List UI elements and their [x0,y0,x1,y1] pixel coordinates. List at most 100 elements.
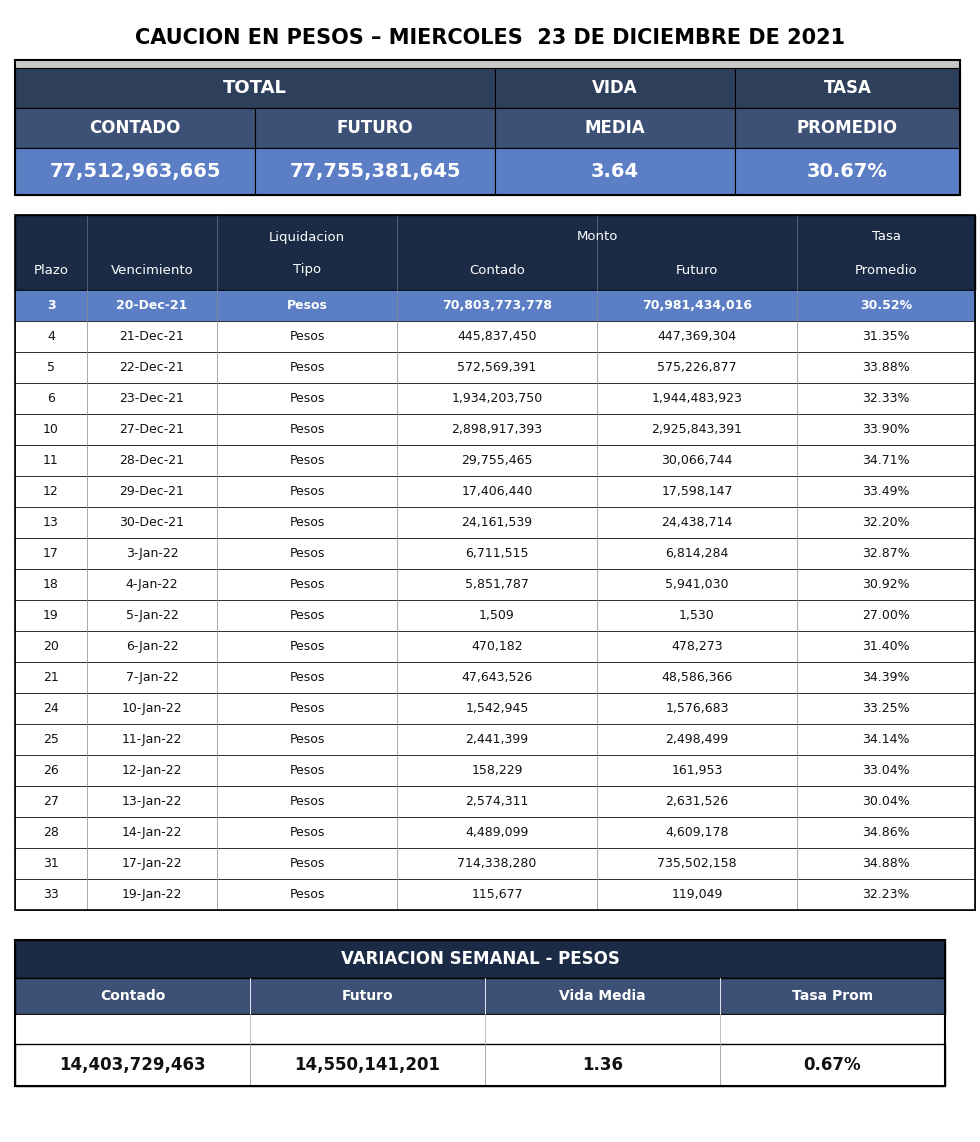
Text: 714,338,280: 714,338,280 [458,856,537,870]
Text: MEDIA: MEDIA [585,119,645,137]
Text: VARIACION SEMANAL - PESOS: VARIACION SEMANAL - PESOS [341,950,619,968]
Text: Plazo: Plazo [33,264,69,276]
Bar [15,1014,945,1044]
Text: 13: 13 [43,516,59,529]
Text: 29,755,465: 29,755,465 [462,455,533,467]
Text: Pesos: Pesos [289,795,324,809]
Text: 5,851,787: 5,851,787 [466,578,529,592]
Text: 30.04%: 30.04% [862,795,909,809]
Text: Vencimiento: Vencimiento [111,264,193,276]
Text: CAUCION EN PESOS – MIERCOLES  23 DE DICIEMBRE DE 2021: CAUCION EN PESOS – MIERCOLES 23 DE DICIE… [135,29,845,48]
Text: Pesos: Pesos [289,455,324,467]
Text: Pesos: Pesos [289,578,324,592]
Text: 33.90%: 33.90% [862,423,909,436]
Text: 5: 5 [47,361,55,373]
Text: 575,226,877: 575,226,877 [658,361,737,373]
Bar [15,61,960,69]
Text: 32.87%: 32.87% [862,547,909,560]
Bar [15,693,975,724]
Text: 3-Jan-22: 3-Jan-22 [125,547,178,560]
Text: 3.64: 3.64 [591,162,639,180]
Text: Pesos: Pesos [289,671,324,684]
Text: CONTADO: CONTADO [89,119,180,137]
Bar [15,321,975,352]
Text: 572,569,391: 572,569,391 [458,361,537,373]
Bar [15,978,945,1014]
Text: 2,441,399: 2,441,399 [466,733,528,746]
Text: Pesos: Pesos [289,330,324,343]
Text: 28: 28 [43,826,59,839]
Text: 27: 27 [43,795,59,809]
Text: Liquidacion: Liquidacion [269,231,345,243]
Text: 77,512,963,665: 77,512,963,665 [49,162,220,180]
Text: 2,925,843,391: 2,925,843,391 [652,423,743,436]
Bar [15,849,975,879]
Text: 30.52%: 30.52% [859,299,912,312]
Text: Pesos: Pesos [289,361,324,373]
Bar [15,755,975,786]
Text: Promedio: Promedio [855,264,917,276]
Bar [735,108,960,148]
Text: Pesos: Pesos [289,423,324,436]
Text: 470,182: 470,182 [471,640,522,653]
Text: 4,489,099: 4,489,099 [466,826,528,839]
Text: 48,586,366: 48,586,366 [662,671,733,684]
Bar [255,148,495,195]
Text: 26: 26 [43,764,59,777]
Text: 161,953: 161,953 [671,764,722,777]
Text: 70,981,434,016: 70,981,434,016 [642,299,752,312]
Text: 33.88%: 33.88% [862,361,909,373]
Bar [15,786,975,817]
Text: Pesos: Pesos [289,764,324,777]
Text: 19-Jan-22: 19-Jan-22 [122,888,182,901]
Text: 23-Dec-21: 23-Dec-21 [120,392,184,405]
Bar [15,215,975,910]
Text: 735,502,158: 735,502,158 [658,856,737,870]
Text: Pesos: Pesos [289,733,324,746]
Text: 32.33%: 32.33% [862,392,909,405]
Text: PROMEDIO: PROMEDIO [797,119,898,137]
Text: 5,941,030: 5,941,030 [665,578,729,592]
Text: 14,550,141,201: 14,550,141,201 [295,1056,440,1073]
Text: 115,677: 115,677 [471,888,522,901]
Bar [15,215,975,290]
Text: 22-Dec-21: 22-Dec-21 [120,361,184,373]
Bar [15,940,945,1086]
Text: 47,643,526: 47,643,526 [462,671,532,684]
Text: 1,509: 1,509 [479,609,514,622]
Text: Pesos: Pesos [289,702,324,715]
Text: Vida Media: Vida Media [560,989,646,1003]
Bar [495,69,735,108]
Text: 158,229: 158,229 [471,764,522,777]
Bar [15,290,975,321]
Bar [15,724,975,755]
Text: 33.25%: 33.25% [862,702,909,715]
Bar [15,940,945,978]
Text: Contado: Contado [100,989,166,1003]
Text: 12: 12 [43,485,59,498]
Text: Pesos: Pesos [289,609,324,622]
Text: 14,403,729,463: 14,403,729,463 [59,1056,206,1073]
Text: 32.20%: 32.20% [862,516,909,529]
Text: 445,837,450: 445,837,450 [458,330,537,343]
Text: 14-Jan-22: 14-Jan-22 [122,826,182,839]
Text: 13-Jan-22: 13-Jan-22 [122,795,182,809]
Bar [255,108,495,148]
Text: 1,576,683: 1,576,683 [665,702,729,715]
Bar [15,632,975,662]
Bar [15,352,975,383]
Text: 24,161,539: 24,161,539 [462,516,532,529]
Bar [15,538,975,569]
Bar [15,108,255,148]
Text: 5-Jan-22: 5-Jan-22 [125,609,178,622]
Text: 30.67%: 30.67% [808,162,888,180]
Text: 4,609,178: 4,609,178 [665,826,729,839]
Text: Pesos: Pesos [289,640,324,653]
Text: Pesos: Pesos [289,516,324,529]
Bar [15,445,975,476]
Text: 18: 18 [43,578,59,592]
Bar [15,662,975,693]
Text: 34.39%: 34.39% [862,671,909,684]
Text: 1.36: 1.36 [582,1056,623,1073]
Text: 478,273: 478,273 [671,640,723,653]
